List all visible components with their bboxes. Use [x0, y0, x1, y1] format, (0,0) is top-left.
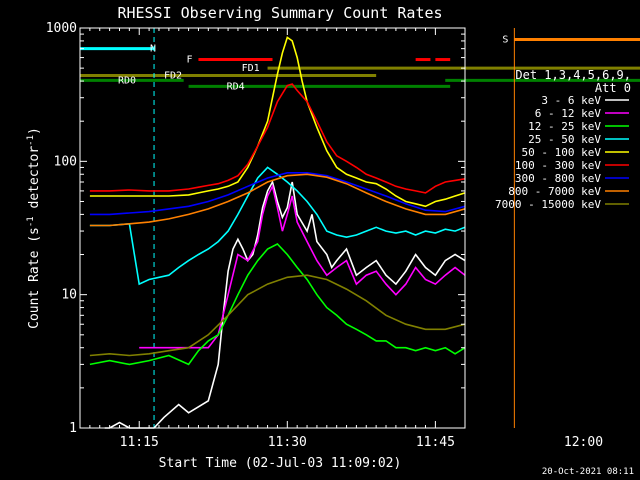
state-bar-label: RD0 [118, 75, 136, 86]
series-line [89, 274, 466, 357]
legend-label: 300 - 800 keV [515, 172, 601, 185]
state-bars: N F S FD1 FD2 RD0 RD4 [80, 34, 640, 92]
legend-label: 800 - 7000 keV [508, 185, 601, 198]
legend-label: 7000 - 15000 keV [495, 198, 601, 211]
y-tick-label: 100 [54, 154, 77, 169]
axes: 110100100011:1511:3011:4512:0012:1512:30… [46, 21, 603, 450]
series-line [139, 183, 466, 349]
state-bar-label: RD4 [227, 81, 245, 92]
legend-label: 100 - 300 keV [515, 159, 601, 172]
state-bar-label: N [150, 44, 156, 55]
state-bar-label: S [502, 34, 508, 45]
series-line [89, 243, 466, 366]
x-tick-label: 11:30 [268, 435, 307, 450]
timestamp: 20-Oct-2021 08:11 [542, 467, 634, 477]
state-vlines [79, 28, 515, 428]
series-line [89, 172, 466, 216]
series-line [89, 83, 466, 194]
legend-label: 12 - 25 keV [528, 120, 601, 133]
y-axis-label: Count Rate (s-1 detector-1) [26, 127, 42, 329]
x-tick-label: 12:00 [564, 435, 603, 450]
legend-label: 6 - 12 keV [535, 107, 602, 120]
legend-label: 25 - 50 keV [528, 133, 601, 146]
series-lines [89, 36, 466, 429]
plot-frame [79, 27, 466, 429]
state-bar-label: F [186, 55, 192, 66]
legend-label: 50 - 100 keV [522, 146, 602, 159]
x-axis-label: Start Time (02-Jul-03 11:09:02) [159, 456, 402, 471]
y-tick-label: 1000 [46, 21, 77, 36]
x-tick-label: 11:45 [416, 435, 455, 450]
series-line [89, 166, 466, 286]
y-tick-label: 10 [61, 288, 77, 303]
series-line [89, 36, 466, 208]
state-bar-label: FD1 [242, 63, 260, 74]
legend-header-2: Att 0 [595, 81, 631, 95]
legend-label: 3 - 6 keV [541, 94, 601, 107]
legend-header-1: Det 1,3,4,5,6,9, [515, 68, 631, 82]
chart-title: RHESSI Observing Summary Count Rates [117, 4, 442, 22]
state-bar-label: FD2 [164, 71, 182, 82]
series-line [89, 173, 466, 227]
series-line [104, 179, 466, 429]
y-tick-label: 1 [69, 421, 77, 436]
x-tick-label: 11:15 [120, 435, 159, 450]
